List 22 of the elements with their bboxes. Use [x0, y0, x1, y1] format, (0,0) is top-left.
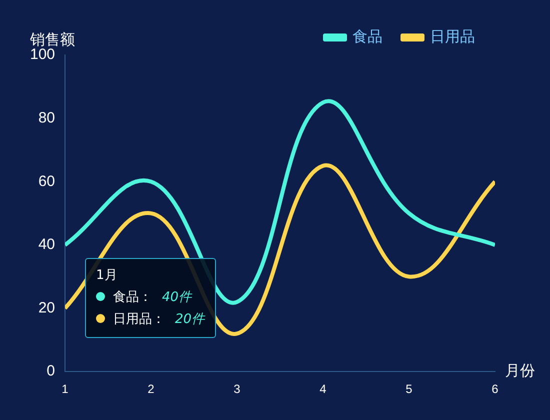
legend-label: 日用品: [430, 27, 475, 46]
x-tick-label: 4: [320, 382, 327, 396]
annotation: 日用品：: [113, 312, 166, 327]
y-tick-label: 20: [38, 299, 56, 316]
y-tick-label: 40: [38, 236, 56, 254]
annotation: 1月: [96, 267, 118, 285]
y-tick-label: 100: [30, 46, 56, 64]
y-tick-label: 80: [38, 109, 56, 126]
annotation: 40件: [162, 290, 192, 305]
y-tick-label: 0: [46, 362, 56, 380]
annotation: 食品：: [113, 290, 152, 305]
x-axis-title: 月份: [505, 361, 535, 380]
x-tick-label: 6: [492, 382, 499, 396]
x-tick-label: 5: [406, 382, 413, 396]
x-tick-label: 1: [62, 382, 69, 396]
legend-label: 食品: [352, 27, 382, 46]
annotation: 20件: [175, 312, 205, 327]
x-tick-label: 3: [234, 382, 241, 396]
y-tick-label: 60: [38, 172, 56, 190]
line-series: [65, 100, 495, 304]
x-tick-label: 2: [148, 382, 155, 396]
y-axis-title: 销售额: [29, 30, 75, 48]
